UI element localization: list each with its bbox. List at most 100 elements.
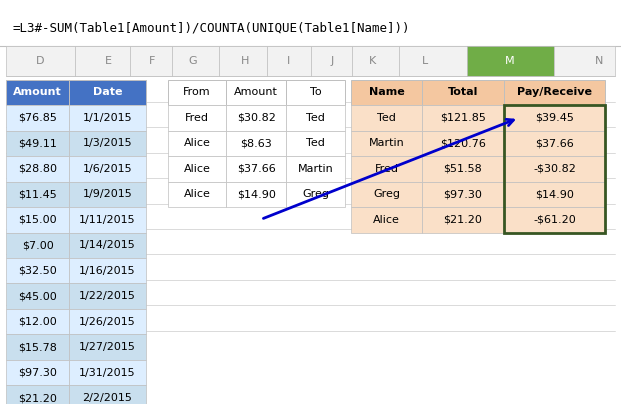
- Text: $97.30: $97.30: [443, 189, 483, 199]
- Text: Alice: Alice: [183, 189, 211, 199]
- FancyBboxPatch shape: [0, 76, 621, 354]
- Text: -$30.82: -$30.82: [533, 164, 576, 174]
- Text: F: F: [149, 56, 155, 66]
- FancyBboxPatch shape: [168, 105, 226, 130]
- Text: $8.63: $8.63: [240, 138, 272, 148]
- FancyBboxPatch shape: [6, 385, 69, 404]
- Text: $37.66: $37.66: [535, 138, 574, 148]
- Text: $30.82: $30.82: [237, 113, 276, 123]
- Text: Amount: Amount: [13, 87, 62, 97]
- Text: $15.00: $15.00: [19, 215, 57, 225]
- Text: Alice: Alice: [183, 138, 211, 148]
- FancyBboxPatch shape: [504, 80, 605, 105]
- Text: Fred: Fred: [185, 113, 209, 123]
- Text: From: From: [183, 87, 211, 97]
- Text: M: M: [504, 56, 514, 66]
- Text: I: I: [287, 56, 291, 66]
- Text: 2/2/2015: 2/2/2015: [83, 393, 132, 403]
- FancyBboxPatch shape: [226, 130, 286, 156]
- Text: 1/31/2015: 1/31/2015: [79, 368, 136, 378]
- FancyBboxPatch shape: [168, 130, 226, 156]
- FancyBboxPatch shape: [422, 105, 504, 130]
- Text: To: To: [310, 87, 321, 97]
- FancyBboxPatch shape: [286, 156, 345, 181]
- Text: Greg: Greg: [373, 189, 400, 199]
- Text: 1/26/2015: 1/26/2015: [79, 317, 136, 327]
- FancyBboxPatch shape: [75, 46, 130, 76]
- Text: Amount: Amount: [234, 87, 278, 97]
- FancyBboxPatch shape: [226, 156, 286, 181]
- Text: $37.66: $37.66: [237, 164, 276, 174]
- FancyBboxPatch shape: [6, 207, 69, 233]
- Text: J: J: [330, 56, 334, 66]
- FancyBboxPatch shape: [0, 11, 621, 46]
- Text: $121.85: $121.85: [440, 113, 486, 123]
- FancyBboxPatch shape: [351, 207, 422, 233]
- FancyBboxPatch shape: [351, 130, 422, 156]
- Text: $45.00: $45.00: [18, 291, 57, 301]
- Text: $21.20: $21.20: [18, 393, 57, 403]
- Text: 1/16/2015: 1/16/2015: [79, 266, 136, 276]
- FancyBboxPatch shape: [69, 181, 146, 207]
- FancyBboxPatch shape: [554, 46, 615, 76]
- FancyBboxPatch shape: [168, 156, 226, 181]
- Text: G: G: [188, 56, 197, 66]
- FancyBboxPatch shape: [168, 80, 226, 105]
- Text: =L3#-SUM(Table1[Amount])/COUNTA(UNIQUE(Table1[Name])): =L3#-SUM(Table1[Amount])/COUNTA(UNIQUE(T…: [12, 22, 410, 35]
- FancyBboxPatch shape: [504, 156, 605, 181]
- FancyBboxPatch shape: [6, 105, 69, 130]
- FancyBboxPatch shape: [69, 360, 146, 385]
- Text: Martin: Martin: [369, 138, 404, 148]
- FancyBboxPatch shape: [504, 181, 605, 207]
- FancyBboxPatch shape: [6, 284, 69, 309]
- Text: 1/1/2015: 1/1/2015: [83, 113, 132, 123]
- FancyBboxPatch shape: [422, 156, 504, 181]
- Text: $120.76: $120.76: [440, 138, 486, 148]
- Text: $76.85: $76.85: [18, 113, 57, 123]
- FancyBboxPatch shape: [6, 233, 69, 258]
- Text: $21.20: $21.20: [443, 215, 483, 225]
- FancyBboxPatch shape: [69, 80, 146, 105]
- FancyBboxPatch shape: [6, 258, 69, 284]
- Text: 1/3/2015: 1/3/2015: [83, 138, 132, 148]
- FancyBboxPatch shape: [351, 105, 422, 130]
- FancyBboxPatch shape: [422, 80, 504, 105]
- FancyBboxPatch shape: [399, 46, 467, 76]
- Text: K: K: [369, 56, 376, 66]
- FancyBboxPatch shape: [6, 130, 69, 156]
- Text: Martin: Martin: [297, 164, 333, 174]
- FancyBboxPatch shape: [351, 80, 422, 105]
- FancyBboxPatch shape: [69, 207, 146, 233]
- Text: -$61.20: -$61.20: [533, 215, 576, 225]
- FancyBboxPatch shape: [353, 46, 399, 76]
- Text: Greg: Greg: [302, 189, 329, 199]
- Text: E: E: [105, 56, 112, 66]
- FancyBboxPatch shape: [69, 284, 146, 309]
- Text: Ted: Ted: [306, 113, 325, 123]
- FancyBboxPatch shape: [286, 181, 345, 207]
- Text: $97.30: $97.30: [18, 368, 57, 378]
- Text: Total: Total: [448, 87, 478, 97]
- Text: Alice: Alice: [373, 215, 400, 225]
- FancyBboxPatch shape: [226, 181, 286, 207]
- Text: Date: Date: [93, 87, 122, 97]
- Text: D: D: [36, 56, 45, 66]
- Text: H: H: [241, 56, 250, 66]
- Text: N: N: [595, 56, 604, 66]
- FancyBboxPatch shape: [69, 385, 146, 404]
- Text: $14.90: $14.90: [237, 189, 276, 199]
- Text: 1/11/2015: 1/11/2015: [79, 215, 136, 225]
- Text: $15.78: $15.78: [18, 342, 57, 352]
- FancyBboxPatch shape: [286, 130, 345, 156]
- FancyBboxPatch shape: [351, 181, 422, 207]
- FancyBboxPatch shape: [467, 46, 554, 76]
- Text: $14.90: $14.90: [535, 189, 574, 199]
- Text: 1/22/2015: 1/22/2015: [79, 291, 136, 301]
- FancyBboxPatch shape: [6, 335, 69, 360]
- FancyBboxPatch shape: [69, 335, 146, 360]
- Text: 1/9/2015: 1/9/2015: [83, 189, 132, 199]
- Text: $51.58: $51.58: [443, 164, 483, 174]
- FancyBboxPatch shape: [69, 156, 146, 181]
- Text: 1/14/2015: 1/14/2015: [79, 240, 136, 250]
- FancyBboxPatch shape: [6, 360, 69, 385]
